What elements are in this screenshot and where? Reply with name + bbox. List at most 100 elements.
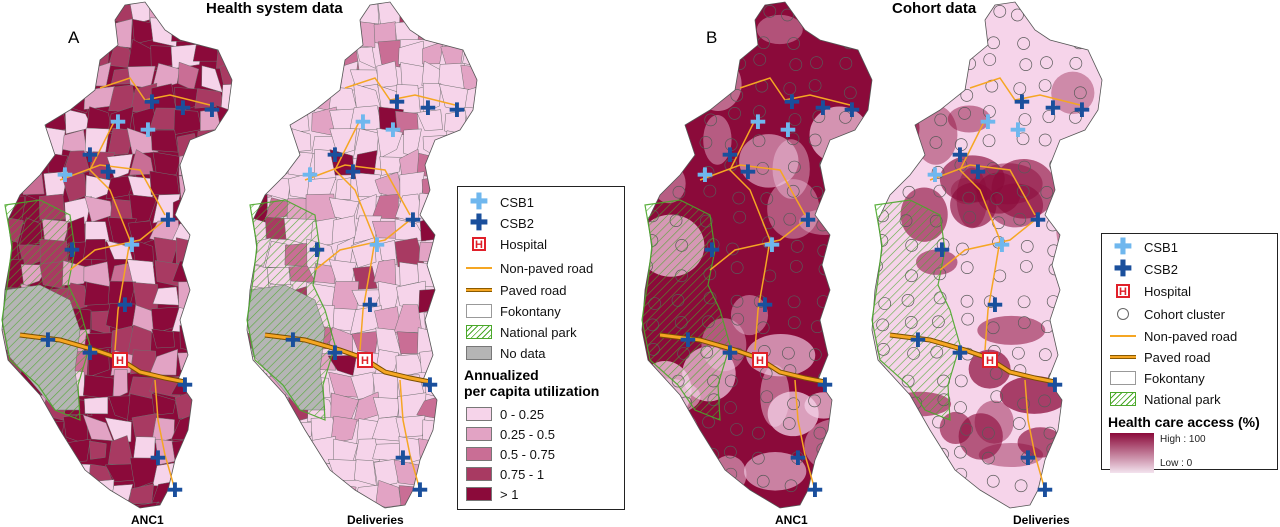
access-surface-blob: [703, 114, 732, 165]
legend-row-fokontany: Fokontany: [464, 302, 561, 320]
fokontany-polygon: [395, 415, 426, 438]
cohort-cluster-marker: [790, 260, 803, 273]
csb2-marker-icon: ✚: [844, 98, 861, 122]
csb1-marker-icon: ✚: [927, 163, 944, 187]
legend-heading-line1: Annualized: [464, 367, 539, 383]
fokontany-polygon: [330, 19, 360, 46]
fokontany-polygon: [464, 107, 477, 135]
cohort-cluster-marker: [809, 348, 822, 361]
cohort-cluster-marker: [843, 210, 857, 224]
fokontany-polygon: [289, 442, 316, 462]
cohort-cluster-marker: [1038, 79, 1052, 92]
fokontany-polygon: [376, 127, 403, 158]
cohort-cluster-marker: [872, 141, 884, 155]
cohort-cluster-marker: [1040, 56, 1053, 69]
cohort-cluster-marker: [960, 294, 974, 308]
cohort-cluster-marker: [669, 139, 683, 153]
cohort-cluster-marker: [836, 467, 850, 481]
cohort-cluster-marker: [1071, 367, 1084, 380]
cohort-cluster-marker: [1014, 479, 1028, 493]
non-paved-road-icon: [466, 267, 492, 269]
fokontany-polygon: [330, 415, 358, 444]
cohort-cluster-marker: [937, 468, 950, 482]
fokontany-polygon: [217, 17, 232, 49]
fokontany-polygon: [39, 484, 64, 507]
fokontany-polygon: [216, 374, 232, 399]
fokontany-polygon: [287, 421, 313, 438]
cohort-cluster-marker: [1074, 239, 1088, 253]
cohort-cluster-marker: [701, 166, 715, 179]
legend-row-paved-road: Paved road: [464, 281, 567, 299]
csb2-marker-icon: ✚: [175, 96, 192, 120]
non-paved-road: [939, 219, 1036, 271]
cohort-cluster-marker: [753, 53, 767, 66]
fokontany-polygon: [62, 463, 91, 488]
cohort-cluster-marker: [1012, 417, 1026, 430]
cohort-cluster-icon: [1117, 308, 1129, 320]
fokontany-polygon: [62, 129, 88, 155]
fokontany-polygon: [16, 414, 44, 443]
fokontany-polygon: [460, 64, 477, 93]
map-caption-a-deliveries: Deliveries: [347, 513, 404, 527]
fokontany-polygon: [215, 503, 232, 508]
health-system-title: Health system data: [206, 0, 343, 17]
cohort-cluster-marker: [789, 58, 803, 71]
fokontany-polygon: [2, 61, 26, 89]
fokontany-polygon: [375, 327, 402, 356]
fokontany-polygon: [194, 196, 223, 222]
fokontany-polygon: [266, 441, 287, 465]
cohort-cluster-marker: [699, 136, 713, 149]
hospital-marker-glyph: H: [986, 355, 994, 367]
access-surface-blob: [968, 349, 1011, 389]
fokontany-polygon: [2, 20, 24, 47]
fokontany-polygon: [126, 127, 159, 155]
national-park-icon: [1110, 392, 1136, 406]
cohort-cluster-marker: [733, 210, 747, 224]
fokontany-polygon: [371, 193, 399, 220]
cohort-cluster-marker: [963, 210, 977, 224]
fokontany-polygon: [151, 62, 180, 91]
fokontany-polygon: [418, 288, 442, 314]
fokontany-polygon: [309, 41, 338, 69]
csb2-marker-icon: ✚: [40, 328, 57, 352]
cohort-cluster-marker: [904, 427, 918, 440]
fokontany-polygon: [334, 177, 352, 201]
fokontany-polygon: [2, 436, 27, 461]
fokontany-polygon: [2, 41, 25, 65]
national-park-area: [1, 199, 91, 421]
cohort-cluster-marker: [810, 56, 823, 69]
cohort-cluster-marker: [1012, 346, 1025, 360]
fokontany-polygon: [247, 435, 263, 464]
csb2-marker-icon: ✚: [420, 96, 437, 120]
cohort-cluster-marker: [839, 57, 853, 70]
csb1-marker-icon: ✚: [385, 118, 402, 142]
fokontany-polygon: [247, 413, 270, 443]
fokontany-polygon: [247, 41, 266, 70]
cohort-cluster-marker: [906, 61, 920, 75]
fokontany-polygon: [176, 2, 204, 25]
hospital-marker-glyph: H: [116, 355, 124, 367]
cohort-cluster-marker: [672, 185, 686, 199]
cohort-cluster-marker: [724, 138, 738, 151]
csb1-marker-icon: ✚: [124, 233, 141, 257]
cohort-title: Cohort data: [892, 0, 977, 17]
cohort-cluster-marker: [752, 426, 765, 440]
fokontany-polygon: [379, 239, 398, 266]
national-park-icon: [466, 325, 492, 339]
cohort-cluster-marker: [644, 10, 658, 24]
fokontany-polygon: [171, 23, 200, 42]
fokontany-polygon: [86, 20, 114, 49]
cohort-cluster-marker: [842, 36, 856, 50]
fokontany-polygon: [89, 440, 107, 460]
csb1-marker-icon: ✚: [140, 118, 157, 142]
cohort-cluster-marker: [902, 185, 916, 199]
fokontany-polygon: [177, 351, 204, 371]
fokontany-polygon: [20, 2, 48, 22]
cohort-cluster-marker: [731, 312, 745, 326]
csb2-marker-icon: ✚: [150, 446, 167, 470]
fokontany-polygon: [216, 435, 232, 464]
cohort-cluster-marker: [954, 138, 968, 151]
hospital-icon: H: [472, 237, 486, 251]
